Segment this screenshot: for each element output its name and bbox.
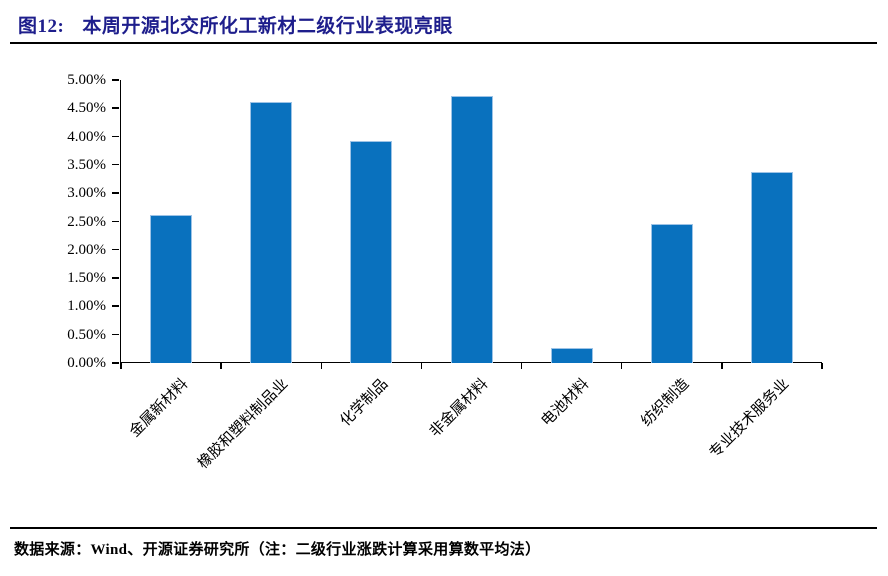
bar [550, 348, 593, 363]
y-axis-tick [112, 333, 119, 336]
y-axis-line [119, 80, 121, 363]
x-axis-tick [721, 363, 723, 369]
x-axis-tick [220, 363, 222, 369]
bar [250, 101, 293, 363]
figure-title: 图12: 本周开源北交所化工新材二级行业表现亮眼 [18, 11, 453, 38]
x-axis-tick [821, 363, 823, 369]
y-axis-label: 4.00% [67, 128, 106, 145]
figure-title-text: 本周开源北交所化工新材二级行业表现亮眼 [82, 16, 453, 37]
bar [750, 171, 793, 363]
y-axis-tick [112, 220, 119, 222]
y-axis-label: 4.50% [67, 100, 106, 117]
bar [450, 96, 493, 363]
x-axis-tick [620, 363, 623, 369]
x-axis-label: 化学制品 [337, 376, 392, 430]
x-axis-tick [320, 363, 323, 369]
y-axis-tick [112, 135, 119, 138]
y-axis-label: 1.00% [67, 298, 106, 315]
x-axis-label: 橡胶和塑料制品业 [195, 376, 292, 473]
x-axis-label: 专业技术服务业 [706, 376, 793, 462]
y-axis-tick [112, 79, 119, 81]
x-axis-tick [420, 363, 423, 369]
y-axis-label: 0.00% [67, 355, 106, 371]
y-axis-label: 0.50% [67, 326, 106, 343]
y-axis-label: 2.00% [67, 241, 106, 258]
title-divider-line [10, 42, 877, 44]
y-axis-tick [112, 107, 119, 109]
y-axis-label: 3.00% [67, 185, 106, 202]
y-axis-tick [112, 163, 119, 166]
y-axis-tick [112, 362, 119, 364]
y-axis-label: 1.50% [67, 270, 106, 287]
bar [650, 224, 693, 363]
bar [150, 214, 193, 363]
x-axis-label: 纺织制造 [638, 376, 693, 430]
y-axis-label: 5.00% [67, 72, 106, 88]
y-axis-tick [112, 192, 119, 194]
figure-number-label: 图12: [18, 16, 65, 37]
x-axis-label: 非金属材料 [427, 376, 492, 441]
data-source-note: 数据来源：Wind、开源证券研究所（注：二级行业涨跌计算采用算数平均法） [14, 542, 541, 558]
y-axis-label: 3.50% [67, 156, 106, 173]
footer-divider-line [10, 527, 877, 529]
x-axis-label: 金属新材料 [127, 376, 192, 441]
y-axis-tick [112, 277, 119, 279]
y-axis-tick [112, 305, 119, 307]
x-axis-tick [520, 363, 523, 369]
y-axis-label: 2.50% [67, 213, 106, 230]
bar [350, 141, 393, 363]
y-axis-tick [112, 248, 119, 251]
x-axis-label: 电池材料 [538, 376, 592, 430]
x-axis-tick [120, 363, 122, 369]
